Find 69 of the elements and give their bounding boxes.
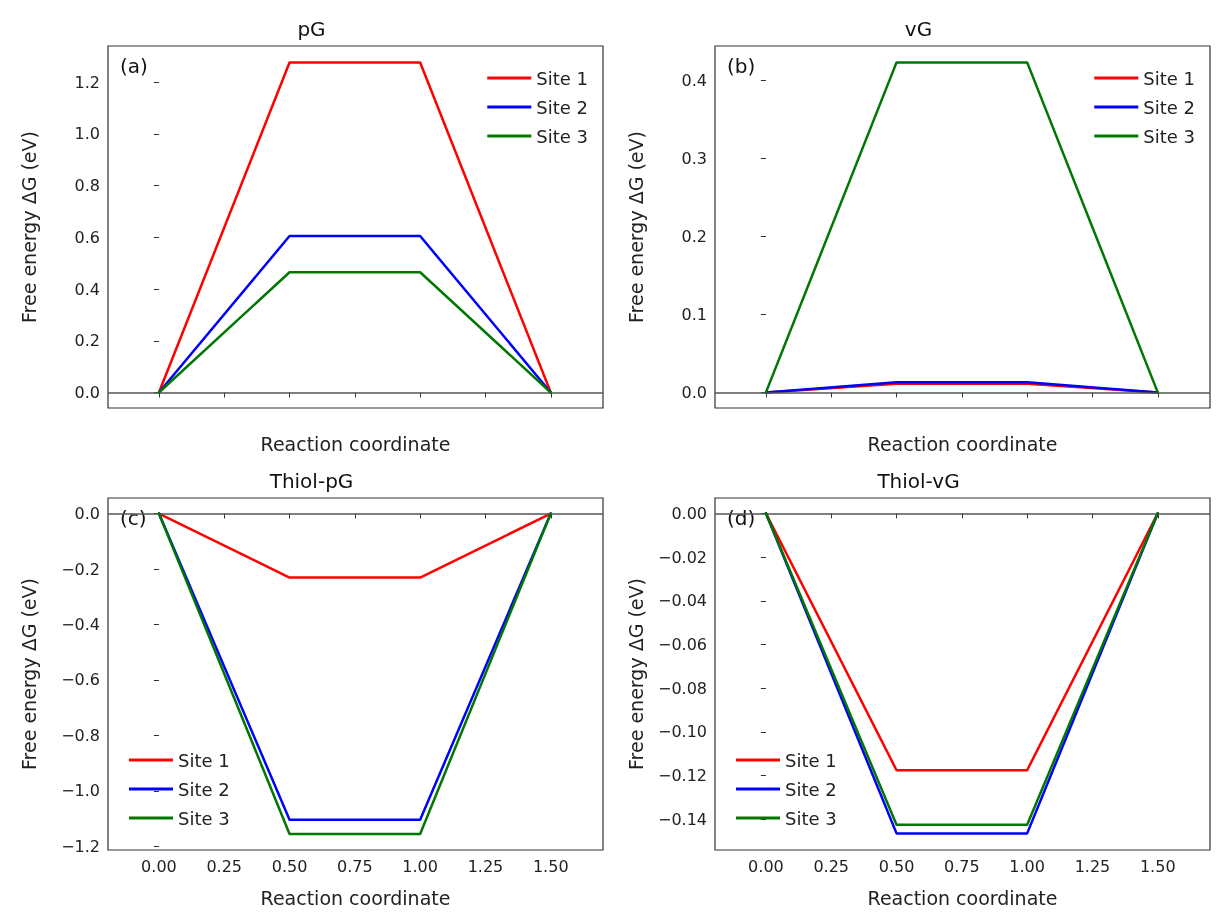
x-tick-label: 1.25 (1074, 856, 1111, 876)
legend-label: Site 1 (536, 67, 588, 89)
x-tick-label: 1.50 (532, 856, 569, 876)
y-axis-title: Free energy ΔG (eV) (624, 131, 647, 323)
chart-title: pG (297, 17, 326, 41)
legend-label: Site 3 (178, 807, 230, 829)
y-tick-label: 0.3 (681, 148, 707, 168)
x-tick-label: 1.00 (1009, 856, 1045, 876)
y-tick-label: 0.4 (681, 70, 707, 90)
chart-title: Thiol-vG (876, 469, 960, 493)
y-tick-label: 0.8 (74, 176, 100, 196)
y-tick-label: 0.0 (74, 504, 100, 524)
x-axis-title: Reaction coordinate (867, 886, 1058, 909)
annotation: (d) (727, 506, 756, 530)
x-tick-label: 1.25 (467, 856, 504, 876)
legend-label: Site 3 (536, 125, 588, 147)
x-tick-label: 0.25 (813, 856, 850, 876)
y-tick-label: 0.6 (74, 227, 100, 247)
y-tick-label: 0.2 (681, 226, 707, 246)
y-tick-label: 0.1 (681, 304, 707, 324)
annotation: (a) (120, 54, 148, 78)
y-tick-label: −0.06 (657, 634, 707, 654)
x-tick-label: 0.00 (141, 856, 177, 876)
legend-label: Site 2 (1143, 96, 1195, 118)
annotation: (c) (120, 506, 147, 530)
y-tick-label: −1.0 (61, 781, 100, 801)
x-tick-label: 1.00 (402, 856, 438, 876)
y-tick-label: 0.00 (671, 503, 707, 523)
legend-label: Site 3 (1143, 125, 1195, 147)
y-tick-label: −0.12 (657, 766, 707, 786)
chart-title: vG (904, 17, 933, 41)
x-tick-label: 0.25 (206, 856, 243, 876)
y-tick-label: 0.0 (74, 382, 100, 402)
x-axis-title: Reaction coordinate (867, 432, 1058, 455)
legend-label: Site 1 (1143, 67, 1195, 89)
y-axis-title: Free energy ΔG (eV) (624, 578, 647, 770)
y-tick-label: −0.4 (61, 614, 100, 634)
y-tick-label: 1.2 (74, 72, 100, 92)
y-tick-label: −0.14 (657, 809, 707, 829)
y-tick-label: −0.08 (657, 678, 707, 698)
legend-label: Site 1 (785, 749, 837, 771)
legend-label: Site 2 (536, 96, 588, 118)
y-tick-label: −0.6 (61, 670, 100, 690)
y-tick-label: 0.0 (681, 382, 707, 402)
y-axis-title: Free energy ΔG (eV) (17, 578, 40, 770)
x-tick-label: 1.50 (1139, 856, 1176, 876)
y-tick-label: −0.8 (61, 725, 100, 745)
y-tick-label: −0.04 (657, 591, 707, 611)
y-tick-label: −1.2 (61, 836, 100, 856)
x-tick-label: 0.50 (271, 856, 308, 876)
chart-title: Thiol-pG (268, 469, 354, 493)
x-tick-label: 0.00 (748, 856, 784, 876)
y-tick-label: −0.10 (657, 722, 707, 742)
y-tick-label: 1.0 (74, 124, 100, 144)
legend-label: Site 2 (178, 778, 230, 800)
y-axis-title: Free energy ΔG (eV) (17, 131, 40, 323)
y-tick-label: 0.4 (74, 279, 100, 299)
legend-label: Site 2 (785, 778, 837, 800)
x-tick-label: 0.75 (337, 856, 373, 876)
x-axis-title: Reaction coordinate (260, 432, 451, 455)
y-tick-label: 0.2 (74, 331, 100, 351)
y-tick-label: −0.02 (657, 547, 707, 567)
annotation: (b) (727, 54, 756, 78)
legend-label: Site 3 (785, 807, 837, 829)
y-tick-label: −0.2 (61, 559, 100, 579)
x-axis-title: Reaction coordinate (260, 886, 451, 909)
x-tick-label: 0.75 (944, 856, 980, 876)
legend-label: Site 1 (178, 749, 230, 771)
x-tick-label: 0.50 (878, 856, 915, 876)
